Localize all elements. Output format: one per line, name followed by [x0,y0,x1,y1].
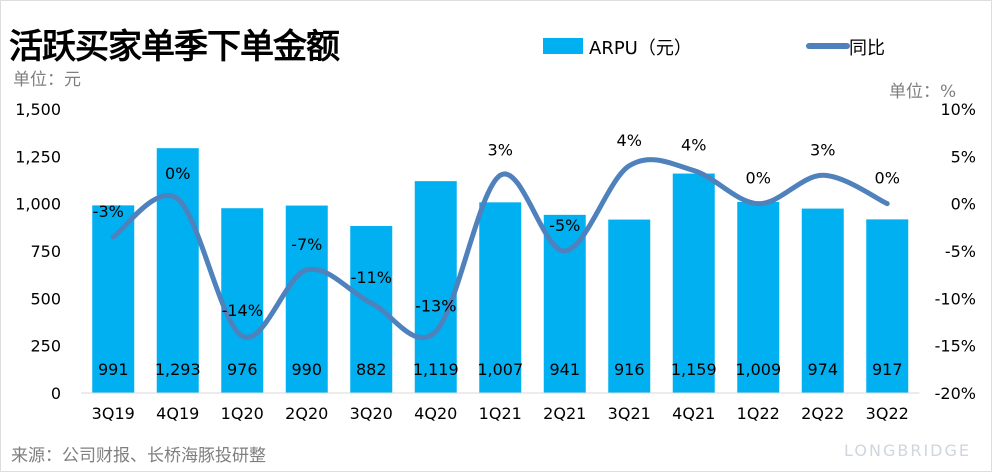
bar-4Q20 [414,181,457,393]
bar-value-label: 1,007 [477,360,523,379]
bar-1Q21 [479,202,522,393]
legend-bar-swatch [543,38,583,54]
left-tick-label: 1,250 [15,147,61,166]
bar-value-label: 1,293 [155,360,201,379]
left-tick-label: 0 [51,384,61,403]
right-tick-label: 0% [951,195,976,214]
yoy-label: -3% [93,202,124,221]
bar-value-label: 1,159 [671,360,717,379]
yoy-label: 4% [681,136,706,155]
yoy-label: -11% [351,268,392,287]
bar-value-label: 917 [872,360,903,379]
left-tick-label: 250 [30,337,61,356]
yoy-label: -14% [222,301,263,320]
bar-3Q21 [608,219,651,393]
legend-bar-label: ARPU（元） [589,38,692,59]
bar-3Q22 [866,219,909,393]
chart-title: 活跃买家单季下单金额 [9,27,340,67]
yoy-label: 3% [810,140,835,159]
bar-1Q22 [737,201,780,393]
bar-value-label: 974 [807,360,838,379]
bar-value-label: 976 [227,360,258,379]
bar-value-label: 882 [356,360,387,379]
source-footer: 来源：公司财报、长桥海豚投研整 [11,446,266,466]
x-tick-label: 2Q22 [801,404,844,423]
bar-2Q20 [285,205,328,393]
right-tick-label: 5% [951,147,976,166]
right-tick-label: -10% [935,289,976,308]
yoy-label: 0% [875,169,900,188]
bar-2Q22 [801,208,844,393]
right-tick-label: -15% [935,337,976,356]
x-tick-label: 4Q19 [156,404,199,423]
bar-4Q19 [156,148,199,393]
x-tick-label: 2Q21 [543,404,586,423]
left-tick-label: 1,500 [15,100,61,119]
bar-value-label: 1,119 [413,360,459,379]
yoy-label: 3% [488,140,513,159]
bar-3Q20 [350,226,393,393]
yoy-label: 0% [746,169,771,188]
x-tick-label: 1Q21 [479,404,522,423]
yoy-line [110,157,890,341]
bar-value-label: 1,009 [735,360,781,379]
left-tick-label: 1,000 [15,195,61,214]
bar-value-label: 991 [98,360,129,379]
bar-value-label: 990 [291,360,322,379]
right-axis-unit: 单位：% [889,82,957,102]
yoy-label: -13% [415,296,456,315]
x-tick-label: 3Q22 [866,404,909,423]
left-tick-label: 750 [30,242,61,261]
right-tick-label: 10% [940,100,976,119]
x-tick-label: 4Q20 [414,404,457,423]
right-tick-label: -5% [945,242,976,261]
yoy-label: 4% [617,131,642,150]
right-tick-label: -20% [935,384,976,403]
x-tick-label: 3Q20 [350,404,393,423]
left-axis-unit: 单位：元 [13,70,81,90]
bar-4Q21 [672,173,715,393]
x-tick-label: 4Q21 [672,404,715,423]
x-tick-label: 2Q20 [285,404,328,423]
brand-logo: LONGBRIDGE [844,441,971,460]
bar-value-label: 916 [614,360,645,379]
x-tick-label: 3Q21 [608,404,651,423]
left-tick-label: 500 [30,289,61,308]
yoy-label: -5% [549,216,580,235]
x-tick-label: 1Q20 [221,404,264,423]
x-tick-label: 1Q22 [737,404,780,423]
bar-1Q20 [221,208,264,393]
yoy-label: 0% [165,164,190,183]
bar-value-label: 941 [549,360,580,379]
yoy-label: -7% [291,235,322,254]
x-tick-label: 3Q19 [92,404,135,423]
legend-line-label: 同比 [849,38,885,59]
